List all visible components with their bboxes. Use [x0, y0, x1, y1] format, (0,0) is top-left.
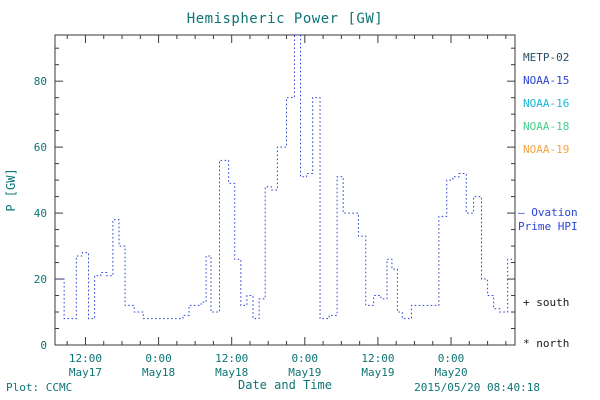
y-tick-label: 0	[40, 339, 47, 352]
y-tick-label: 80	[34, 75, 47, 88]
x-tick-time: 12:00	[69, 352, 102, 365]
satellite-legend: METP-02 NOAA-15 NOAA-16 NOAA-18 NOAA-19	[523, 46, 569, 161]
y-tick-label: 40	[34, 207, 47, 220]
legend-south-marker: + south	[523, 296, 570, 309]
x-tick-time: 12:00	[215, 352, 248, 365]
x-axis-label: Date and Time	[238, 378, 332, 392]
x-tick-date: May18	[215, 366, 248, 379]
x-tick-date: May18	[142, 366, 175, 379]
x-tick-time: 0:00	[438, 352, 465, 365]
y-tick-label: 60	[34, 141, 47, 154]
x-tick-date: May20	[434, 366, 467, 379]
legend-ovation: — Ovation Prime HPI	[518, 206, 578, 234]
legend-ovation-line1: — Ovation	[518, 206, 578, 219]
y-tick-label: 20	[34, 273, 47, 286]
chart-title: Hemispheric Power [GW]	[186, 11, 384, 27]
y-axis-label: P [GW]	[4, 168, 18, 211]
footer-source: Plot: CCMC	[6, 381, 73, 394]
legend-item-noaa-16: NOAA-16	[523, 97, 570, 110]
legend-item-noaa-18: NOAA-18	[523, 120, 570, 133]
legend-ovation-line2: Prime HPI	[518, 220, 578, 233]
plot-frame	[54, 34, 516, 346]
x-tick-date: May19	[288, 366, 321, 379]
x-tick-date: May17	[69, 366, 102, 379]
legend-north-marker: * north	[523, 337, 570, 350]
legend-item-noaa-15: NOAA-15	[523, 74, 570, 87]
hpi-data-line	[55, 34, 515, 320]
x-tick-time: 12:00	[361, 352, 394, 365]
legend-item-metp-02: METP-02	[523, 51, 570, 64]
legend-item-noaa-19: NOAA-19	[523, 143, 570, 156]
x-tick-time: 0:00	[145, 352, 172, 365]
footer-timestamp: 2015/05/20 08:40:18	[414, 381, 540, 394]
x-tick-date: May19	[361, 366, 394, 379]
x-tick-time: 0:00	[292, 352, 319, 365]
